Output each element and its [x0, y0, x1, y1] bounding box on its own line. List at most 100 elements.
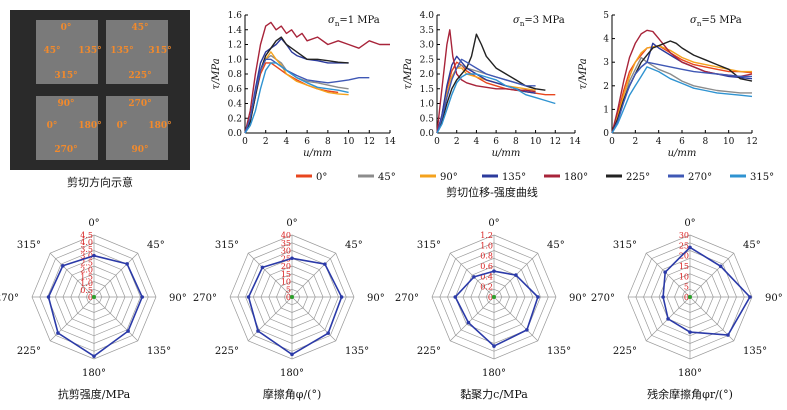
stress-annotation: σn=5 MPa [690, 15, 742, 28]
radar-data-point [46, 295, 51, 299]
x-tick-label: 2 [454, 137, 460, 147]
radar-spoke [493, 296, 539, 342]
legend-label: 270° [688, 172, 712, 183]
radar-title: 黏聚力c/MPa [460, 387, 528, 401]
radar-spoke [93, 296, 139, 342]
specimen-block-bottom-left [36, 96, 98, 160]
photo-direction-label: 135° [110, 46, 133, 56]
y-tick-label: 0.0 [420, 129, 435, 139]
radar-center-dot [688, 295, 692, 299]
y-tick-label: 0.8 [228, 70, 243, 80]
radar-axis-label: 270° [193, 293, 217, 304]
radar-data-point [339, 295, 344, 299]
radar-center-dot [492, 295, 496, 299]
radar-data-point [726, 333, 730, 337]
series-line-270deg [611, 61, 752, 134]
photo-direction-label: 90° [57, 99, 74, 109]
y-tick-label: 0.6 [228, 85, 243, 95]
legend-label: 90° [440, 172, 458, 183]
radar-data-point [56, 331, 60, 335]
radar-data-point [661, 295, 665, 299]
radar-axis-label: 270° [591, 293, 615, 304]
radar-radial-tick: 0 [488, 293, 493, 302]
photo-direction-label: 225° [128, 71, 151, 81]
radar-axis-label: 225° [417, 346, 441, 357]
radar-data-point [536, 295, 540, 299]
radar-title: 抗剪强度/MPa [58, 387, 131, 401]
x-tick-label: 14 [569, 137, 581, 147]
x-tick-label: 2 [632, 137, 638, 147]
radar-data-point [472, 275, 476, 279]
radar-axis-label: 225° [613, 346, 637, 357]
radar-radial-tick: 2.0 [80, 265, 93, 274]
radar-axis-label: 45° [345, 240, 363, 251]
y-tick-label: 3.5 [420, 26, 435, 36]
legend-label: 180° [564, 172, 588, 183]
radar-axis-label: 45° [547, 240, 565, 251]
series-line-45deg [436, 64, 536, 134]
x-tick-label: 6 [679, 137, 685, 147]
radar-radial-tick: 0.8 [480, 252, 493, 261]
legend-label: 135° [502, 172, 526, 183]
series-line-180deg [244, 21, 390, 134]
radar-data-point [525, 328, 529, 332]
radar-radial-tick: 2.5 [80, 259, 93, 268]
radar-spoke [689, 252, 735, 298]
radar-data-point [256, 329, 260, 333]
radar-axis-label: 315° [215, 240, 239, 251]
radar-axis-label: 0° [286, 218, 297, 229]
photo-direction-label: 315° [148, 46, 171, 56]
radar-data-point [718, 264, 723, 269]
radar-axis-label: 0° [488, 218, 499, 229]
radar-radial-tick: 4.5 [80, 231, 93, 240]
radar-data-point [663, 270, 667, 274]
series-line-0deg [611, 45, 753, 134]
radar-axis-label: 225° [17, 346, 41, 357]
photo-direction-label: 90° [131, 145, 148, 155]
radar-axis-label: 180° [280, 368, 304, 379]
y-tick-label: 1.4 [228, 26, 243, 36]
radar-radial-tick: 40 [281, 231, 291, 240]
photo-direction-label: 270° [54, 145, 77, 155]
radar-axis-label: 135° [743, 346, 767, 357]
radar-data-point [61, 264, 65, 268]
radar-axis-label: 90° [367, 293, 385, 304]
radar-title: 残余摩擦角φr/(°) [647, 387, 733, 401]
x-tick-label: 0 [434, 137, 440, 147]
specimen-block-top-left [36, 20, 98, 84]
x-tick-label: 0 [609, 137, 615, 147]
radar-radial-tick: 20 [679, 252, 689, 261]
radar-data-point [466, 320, 471, 325]
radar-spoke [93, 252, 139, 298]
x-tick-label: 8 [325, 137, 331, 147]
radar-radial-tick: 0.4 [480, 272, 493, 281]
y-tick-label: 0.2 [228, 114, 242, 124]
line-chart-1: 0 2 4 6 8 10 12 14 0.0 0.2 0.4 0.6 0.8 1.0 1.2 1.4 1.6 τ/… [211, 11, 396, 159]
radar-radial-tick: 1.0 [480, 241, 493, 250]
y-axis-label: τ/MPa [211, 58, 222, 89]
radar-data-point [126, 329, 130, 333]
radar-data-point [290, 352, 294, 357]
radar-spoke [645, 252, 691, 298]
x-tick-label: 12 [746, 137, 757, 147]
x-tick-label: 8 [513, 137, 519, 147]
legend-label: 0° [316, 172, 327, 183]
photo-direction-label: 270° [128, 99, 151, 109]
radar-data-point [246, 295, 251, 299]
x-tick-label: 8 [702, 137, 708, 147]
radar-center-dot [290, 295, 294, 299]
radar-chart-1: 0° 45° 90° 135° 180° 225° 270° 315° 4.54.03.53.0… [0, 218, 187, 401]
specimen-block-top-right [106, 20, 168, 84]
x-tick-label: 12 [364, 137, 375, 147]
specimen-block-bottom-right [106, 96, 168, 160]
radar-data-point [492, 344, 496, 348]
y-tick-label: 4 [603, 35, 609, 45]
series-line-270deg [436, 58, 536, 134]
y-tick-label: 3 [603, 58, 609, 68]
radar-radial-tick: 10 [281, 278, 291, 287]
radar-data-point [92, 354, 96, 359]
y-tick-label: 5 [603, 11, 609, 21]
photo-direction-label: 180° [78, 121, 101, 131]
radar-axis-label: 315° [613, 240, 637, 251]
